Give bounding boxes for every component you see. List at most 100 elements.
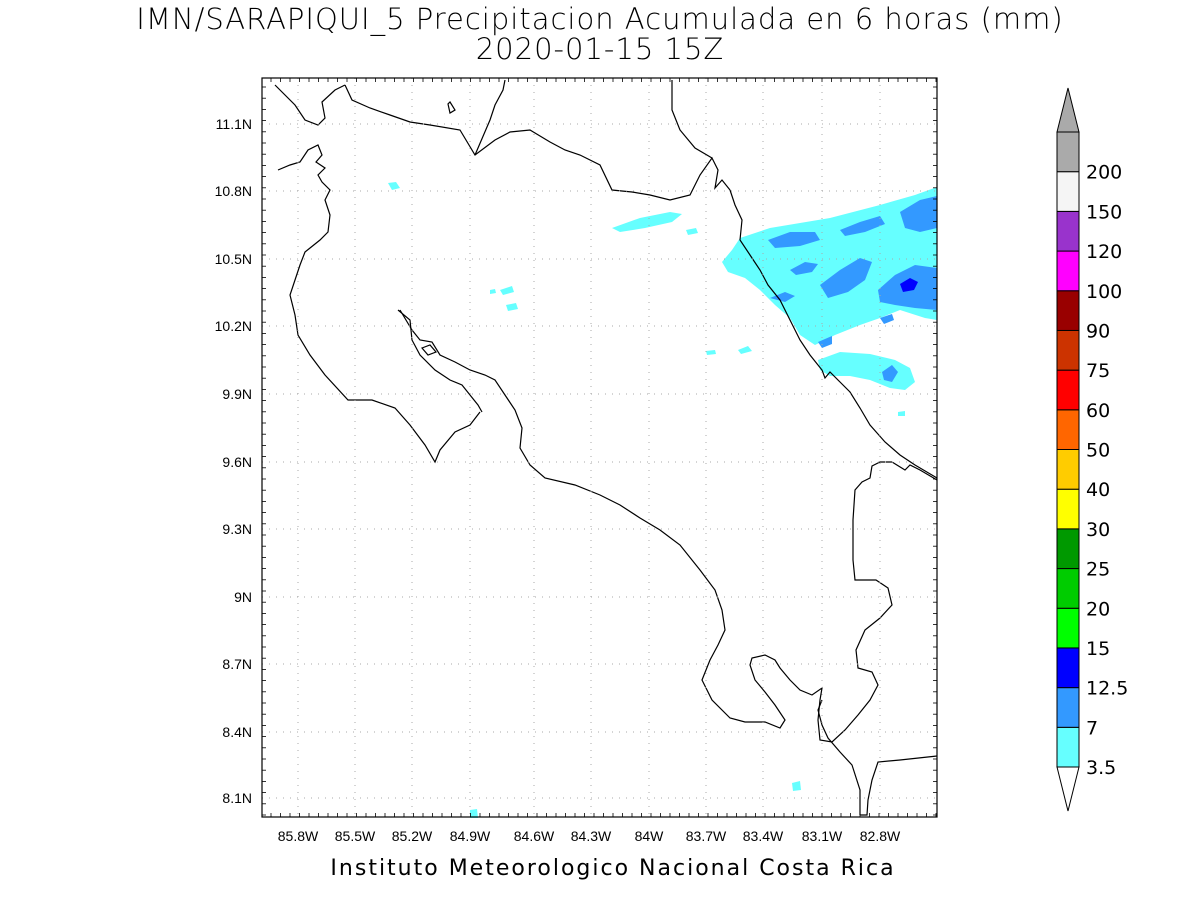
colorbar-box bbox=[1056, 329, 1080, 371]
colorbar-label: 150 bbox=[1086, 201, 1122, 223]
rain-core-10 bbox=[818, 336, 832, 348]
rain-spot-2 bbox=[388, 182, 400, 190]
colorbar-label: 100 bbox=[1086, 281, 1122, 303]
caribbean-coast bbox=[729, 189, 938, 479]
rain-core-8 bbox=[882, 365, 898, 382]
colorbar-label: 12.5 bbox=[1086, 678, 1128, 700]
colorbar-box bbox=[1056, 250, 1080, 292]
lat-tick-label: 9N bbox=[234, 589, 252, 605]
colorbar-label: 30 bbox=[1086, 519, 1110, 541]
nicoya-gulf-east bbox=[399, 309, 938, 743]
colorbar-box bbox=[1056, 210, 1080, 252]
lon-tick-label: 83.1W bbox=[802, 828, 843, 844]
san-juan-river bbox=[671, 80, 713, 159]
lon-tick-label: 83.7W bbox=[686, 828, 727, 844]
colorbar-label: 75 bbox=[1086, 360, 1110, 382]
rain-core-2 bbox=[840, 216, 885, 236]
colorbar-label: 15 bbox=[1086, 638, 1110, 660]
longitude-tick-labels: 85.8W 85.5W 85.2W 84.9W 84.6W 84.3W 84W 83.7W 83… bbox=[278, 828, 901, 844]
colorbar-box bbox=[1056, 568, 1080, 609]
colorbar-label: 7 bbox=[1086, 717, 1098, 739]
lat-tick-label: 8.1N bbox=[222, 790, 252, 806]
lat-tick-label: 9.9N bbox=[222, 386, 252, 402]
rain-core-1 bbox=[768, 232, 820, 248]
map-title: IMN/SARAPIQUI_5 Precipitacion Acumulada … bbox=[136, 2, 1064, 36]
lon-tick-label: 83.4W bbox=[743, 828, 784, 844]
colorbar-box bbox=[1056, 449, 1080, 490]
colorbar-box bbox=[1056, 607, 1080, 649]
colorbar-label: 20 bbox=[1086, 598, 1110, 620]
lat-tick-label: 10.2N bbox=[215, 318, 252, 334]
lat-tick-label: 10.8N bbox=[215, 183, 252, 199]
colorbar-box bbox=[1056, 726, 1080, 768]
lake-nicaragua-shore bbox=[474, 79, 506, 156]
nicaragua-border bbox=[274, 84, 346, 126]
rain-peak bbox=[900, 278, 918, 292]
colorbar-legend: 3.5 7 12.5 15 20 25 30 40 50 60 75 90 100 120 150 200 bbox=[1056, 87, 1128, 812]
lon-tick-label: 84.9W bbox=[450, 828, 491, 844]
rain-core-7 bbox=[770, 292, 795, 302]
nicoya-gulf-coast bbox=[397, 309, 483, 413]
rain-spot-6 bbox=[706, 350, 716, 355]
colorbar-label: 40 bbox=[1086, 479, 1110, 501]
rain-core-9 bbox=[880, 314, 894, 324]
map-frame bbox=[261, 77, 938, 818]
colorbar-label: 3.5 bbox=[1086, 757, 1116, 779]
panama-border bbox=[817, 699, 861, 815]
colorbar-label: 60 bbox=[1086, 400, 1110, 422]
colorbar-box bbox=[1056, 687, 1080, 728]
lon-tick-label: 85.8W bbox=[278, 828, 319, 844]
colorbar-under-arrow bbox=[1056, 766, 1080, 812]
colorbar-over-arrow bbox=[1056, 87, 1080, 133]
colorbar-label: 50 bbox=[1086, 440, 1110, 462]
rain-spot-9 bbox=[470, 809, 478, 818]
colorbar-box bbox=[1056, 528, 1080, 570]
rain-spot-5 bbox=[738, 346, 752, 354]
colorbar-label: 90 bbox=[1086, 320, 1110, 342]
rain-spot-10 bbox=[898, 411, 905, 416]
lon-tick-label: 84W bbox=[635, 828, 665, 844]
rain-core-6 bbox=[790, 262, 818, 275]
panama-coast bbox=[860, 755, 938, 816]
lat-tick-label: 8.4N bbox=[222, 724, 252, 740]
colorbar-box bbox=[1056, 290, 1080, 331]
rain-spot-1 bbox=[686, 228, 698, 235]
lat-lon-grid bbox=[262, 78, 937, 817]
lon-tick-label: 84.3W bbox=[571, 828, 612, 844]
colorbar-label: 120 bbox=[1086, 241, 1122, 263]
footer-credit: Instituto Meteorologico Nacional Costa R… bbox=[330, 856, 896, 881]
lon-tick-label: 82.8W bbox=[860, 828, 901, 844]
colorbar-box bbox=[1056, 171, 1080, 212]
colorbar-box bbox=[1056, 647, 1080, 689]
colorbar-box bbox=[1056, 409, 1080, 450]
lon-tick-label: 85.5W bbox=[335, 828, 376, 844]
latitude-tick-labels: 11.1N 10.8N 10.5N 10.2N 9.9N 9.6N 9.3N 9N 8.7N 8.… bbox=[215, 116, 252, 806]
island-1 bbox=[420, 344, 438, 356]
colorbar-box bbox=[1056, 369, 1080, 411]
colorbar-box bbox=[1056, 488, 1080, 530]
coastlines bbox=[274, 79, 938, 816]
rain-spot-7 bbox=[490, 289, 496, 294]
rain-band-south bbox=[818, 352, 915, 390]
lat-tick-label: 9.3N bbox=[222, 521, 252, 537]
rain-core-4 bbox=[820, 258, 872, 298]
rain-spot-3 bbox=[500, 286, 514, 295]
lake-islet bbox=[447, 101, 456, 114]
lat-tick-label: 8.7N bbox=[222, 656, 252, 672]
guanacaste-coast bbox=[277, 144, 481, 464]
rain-spot-4 bbox=[506, 303, 518, 311]
precipitation-shading bbox=[388, 182, 937, 818]
map-subtitle-datetime: 2020-01-15 15Z bbox=[475, 32, 725, 66]
lon-tick-label: 85.2W bbox=[392, 828, 433, 844]
rain-band-north bbox=[612, 212, 682, 232]
lat-tick-label: 10.5N bbox=[215, 251, 252, 267]
lat-tick-label: 11.1N bbox=[216, 116, 252, 132]
colorbar-label: 200 bbox=[1086, 162, 1122, 184]
nicaragua-coast-north bbox=[344, 84, 731, 201]
lat-tick-label: 9.6N bbox=[222, 454, 252, 470]
rain-spot-8 bbox=[792, 781, 801, 791]
lon-tick-label: 84.6W bbox=[514, 828, 555, 844]
rain-core-3 bbox=[900, 196, 937, 232]
rain-band-caribbean bbox=[722, 187, 937, 345]
colorbar-box bbox=[1056, 131, 1080, 173]
